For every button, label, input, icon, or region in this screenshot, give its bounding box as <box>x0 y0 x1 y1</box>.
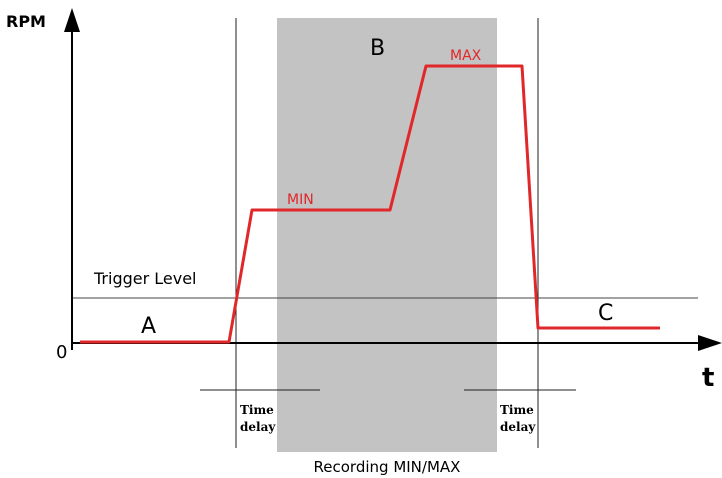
time-delay-left-line2: delay <box>240 420 276 434</box>
recording-label: Recording MIN/MAX <box>314 458 461 476</box>
rpm-curve <box>80 64 660 344</box>
region-a-label: A <box>141 314 156 339</box>
region-c-label: C <box>598 301 613 326</box>
trigger-level-label: Trigger Level <box>93 269 197 288</box>
time-delay-left-line1: Time <box>240 403 274 417</box>
max-label: MAX <box>450 48 482 64</box>
region-b-label: B <box>370 36 385 61</box>
x-axis-arrow <box>698 335 722 351</box>
x-axis-label: t <box>702 363 714 393</box>
y-axis-label: RPM <box>6 12 46 31</box>
recording-window <box>277 18 497 452</box>
time-delay-right-line1: Time <box>500 403 534 417</box>
origin-label: 0 <box>56 342 67 363</box>
time-delay-right-line2: delay <box>500 420 536 434</box>
min-label: MIN <box>287 192 314 208</box>
y-axis-arrow <box>64 8 80 32</box>
